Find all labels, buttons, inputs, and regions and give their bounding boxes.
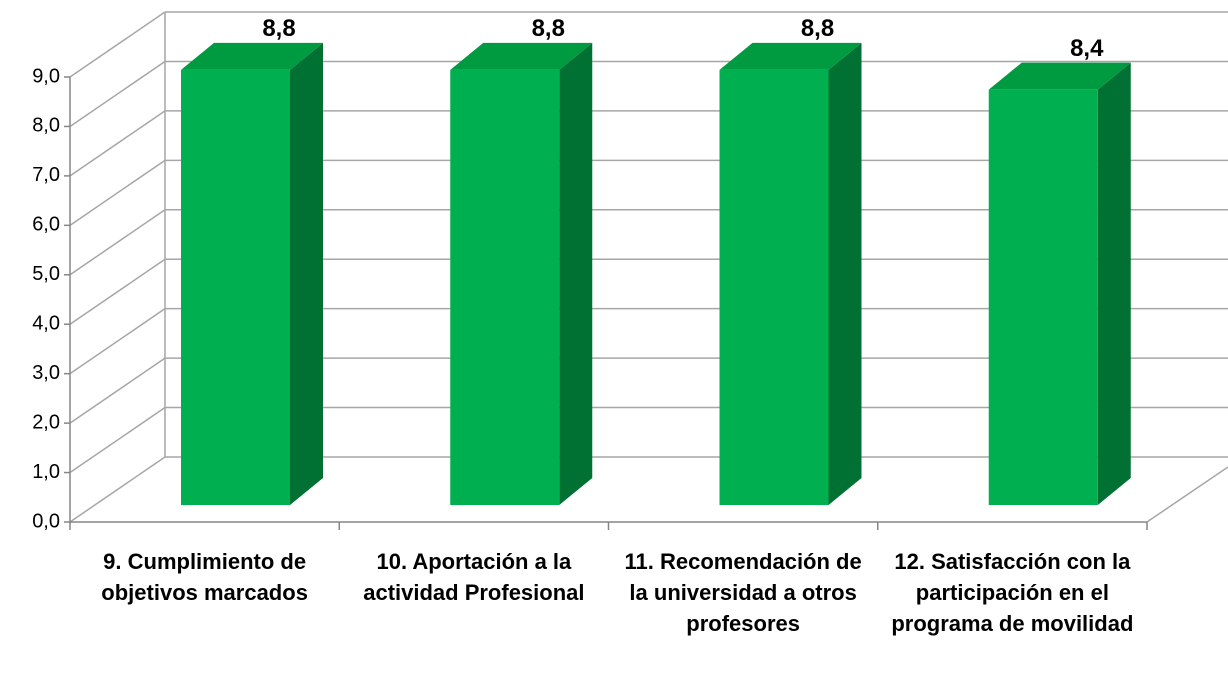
bar-top bbox=[988, 62, 1131, 90]
grid-line bbox=[69, 159, 166, 226]
grid-line bbox=[69, 110, 166, 177]
floor-edge bbox=[1146, 466, 1228, 523]
y-tick-label: 1,0 bbox=[32, 461, 60, 483]
bar bbox=[988, 89, 1098, 506]
grid-line bbox=[69, 258, 166, 325]
grid-line bbox=[69, 308, 166, 375]
y-tick-label: 2,0 bbox=[32, 411, 60, 433]
grid-line bbox=[69, 406, 166, 474]
y-tick-label: 9,0 bbox=[32, 65, 60, 87]
y-tick-label: 5,0 bbox=[32, 263, 60, 285]
grid-line bbox=[69, 11, 166, 78]
y-tick-label: 3,0 bbox=[32, 362, 60, 384]
grid-line bbox=[69, 60, 166, 128]
bar-top bbox=[181, 42, 323, 70]
grid-line bbox=[69, 209, 166, 276]
grid-line bbox=[69, 456, 166, 523]
y-tick-label: 7,0 bbox=[32, 164, 60, 186]
grid-line bbox=[69, 357, 166, 424]
bar-side bbox=[1097, 62, 1131, 506]
x-tick-label: 12. Satisfacción con la participación en… bbox=[891, 549, 1134, 636]
bar bbox=[719, 69, 829, 505]
data-label: 8,8 bbox=[532, 15, 565, 42]
x-tick-label: 9. Cumplimiento de objetivos marcados bbox=[101, 549, 308, 605]
x-tick-label: 10. Aportación a la actividad Profesiona… bbox=[363, 549, 585, 605]
bar-top bbox=[450, 42, 593, 70]
bar bbox=[181, 69, 290, 505]
bar-side bbox=[828, 42, 862, 506]
bar bbox=[450, 69, 560, 505]
bar-side bbox=[559, 42, 593, 506]
x-tick-label: 11. Recomendación de la universidad a ot… bbox=[624, 549, 862, 636]
y-tick-label: 8,0 bbox=[32, 115, 60, 137]
data-label: 8,4 bbox=[1070, 35, 1104, 62]
y-tick-label: 4,0 bbox=[32, 313, 60, 335]
y-tick-label: 6,0 bbox=[32, 214, 60, 236]
data-label: 8,8 bbox=[801, 15, 834, 42]
bar-side bbox=[290, 42, 323, 506]
data-label: 8,8 bbox=[262, 15, 295, 42]
bar-top bbox=[719, 42, 862, 70]
y-tick-label: 0,0 bbox=[32, 510, 60, 532]
